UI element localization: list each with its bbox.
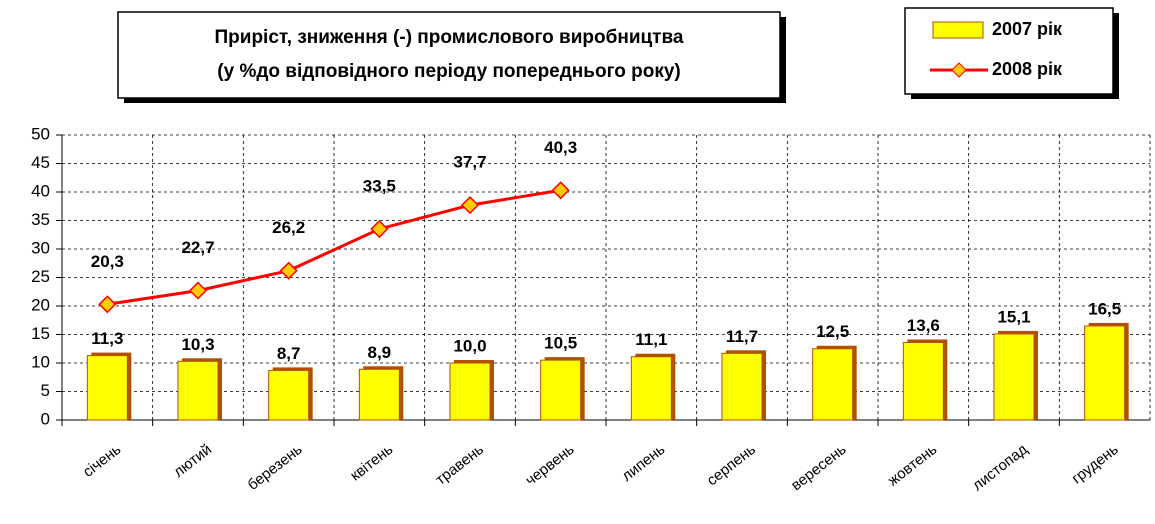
x-tick-label: липень bbox=[619, 441, 669, 485]
legend-swatch bbox=[932, 21, 984, 39]
data-label: 26,2 bbox=[272, 218, 305, 237]
x-tick-label: червень bbox=[522, 441, 577, 489]
y-tick-label: 10 bbox=[31, 352, 50, 371]
data-label: 12,5 bbox=[816, 322, 849, 341]
bar bbox=[86, 355, 128, 421]
x-tick-label: серпень bbox=[704, 441, 759, 489]
marker bbox=[279, 261, 298, 280]
legend-label: 2008 рік bbox=[992, 59, 1063, 79]
x-tick-label: березень bbox=[244, 441, 305, 494]
marker bbox=[460, 196, 480, 215]
data-label: 13,6 bbox=[907, 316, 940, 335]
data-label: 22,7 bbox=[181, 238, 214, 257]
x-tick-label: листопад bbox=[969, 441, 1031, 495]
legend-label: 2007 рік bbox=[992, 19, 1063, 39]
bar bbox=[1084, 325, 1126, 421]
line bbox=[107, 188, 561, 306]
marker bbox=[188, 281, 208, 300]
x-tick-label: лютий bbox=[170, 441, 215, 481]
x-tick-label: жовтень bbox=[885, 441, 941, 490]
y-tick-label: 35 bbox=[31, 210, 50, 229]
data-label: 11,1 bbox=[635, 330, 667, 349]
data-label: 10,3 bbox=[181, 335, 214, 354]
data-label: 11,7 bbox=[726, 327, 758, 346]
bar bbox=[540, 359, 582, 421]
x-tick-label: травень bbox=[432, 441, 487, 489]
data-label: 40,3 bbox=[544, 138, 577, 157]
data-label: 10,0 bbox=[453, 336, 486, 355]
x-tick-label: січень bbox=[80, 441, 125, 481]
bar bbox=[449, 362, 491, 421]
bar bbox=[721, 352, 763, 421]
data-label: 8,7 bbox=[277, 344, 301, 363]
data-label: 20,3 bbox=[91, 252, 124, 271]
marker bbox=[98, 295, 117, 314]
data-label: 11,3 bbox=[91, 329, 123, 348]
y-tick-label: 25 bbox=[31, 267, 50, 286]
title-box bbox=[117, 11, 781, 99]
bar bbox=[358, 368, 400, 421]
y-tick-label: 45 bbox=[31, 153, 50, 172]
chart-title: (у %до відповідного періоду попереднього… bbox=[217, 61, 680, 82]
y-tick-label: 5 bbox=[41, 381, 50, 400]
legend-marker bbox=[951, 62, 967, 78]
bar bbox=[268, 369, 310, 421]
x-tick-label: квітень bbox=[347, 441, 396, 485]
marker bbox=[551, 181, 570, 200]
data-label: 16,5 bbox=[1088, 299, 1121, 318]
y-tick-label: 50 bbox=[31, 124, 50, 143]
data-label: 33,5 bbox=[363, 177, 396, 196]
bar bbox=[993, 333, 1035, 421]
x-tick-label: грудень bbox=[1069, 441, 1122, 488]
x-tick-label: вересень bbox=[788, 441, 850, 494]
y-tick-label: 30 bbox=[31, 238, 50, 257]
y-tick-label: 40 bbox=[31, 181, 50, 200]
y-tick-label: 0 bbox=[41, 409, 50, 428]
data-label: 15,1 bbox=[997, 307, 1030, 326]
data-label: 37,7 bbox=[453, 153, 486, 172]
chart-title: Приріст, зниження (-) промислового вироб… bbox=[215, 27, 684, 48]
marker bbox=[370, 219, 389, 239]
y-tick-label: 15 bbox=[31, 324, 50, 343]
bar bbox=[902, 341, 944, 421]
data-label: 8,9 bbox=[368, 343, 392, 362]
y-tick-label: 20 bbox=[31, 295, 50, 314]
bar bbox=[812, 348, 854, 421]
bar bbox=[177, 360, 219, 421]
bar bbox=[630, 356, 672, 421]
data-label: 10,5 bbox=[544, 334, 577, 353]
